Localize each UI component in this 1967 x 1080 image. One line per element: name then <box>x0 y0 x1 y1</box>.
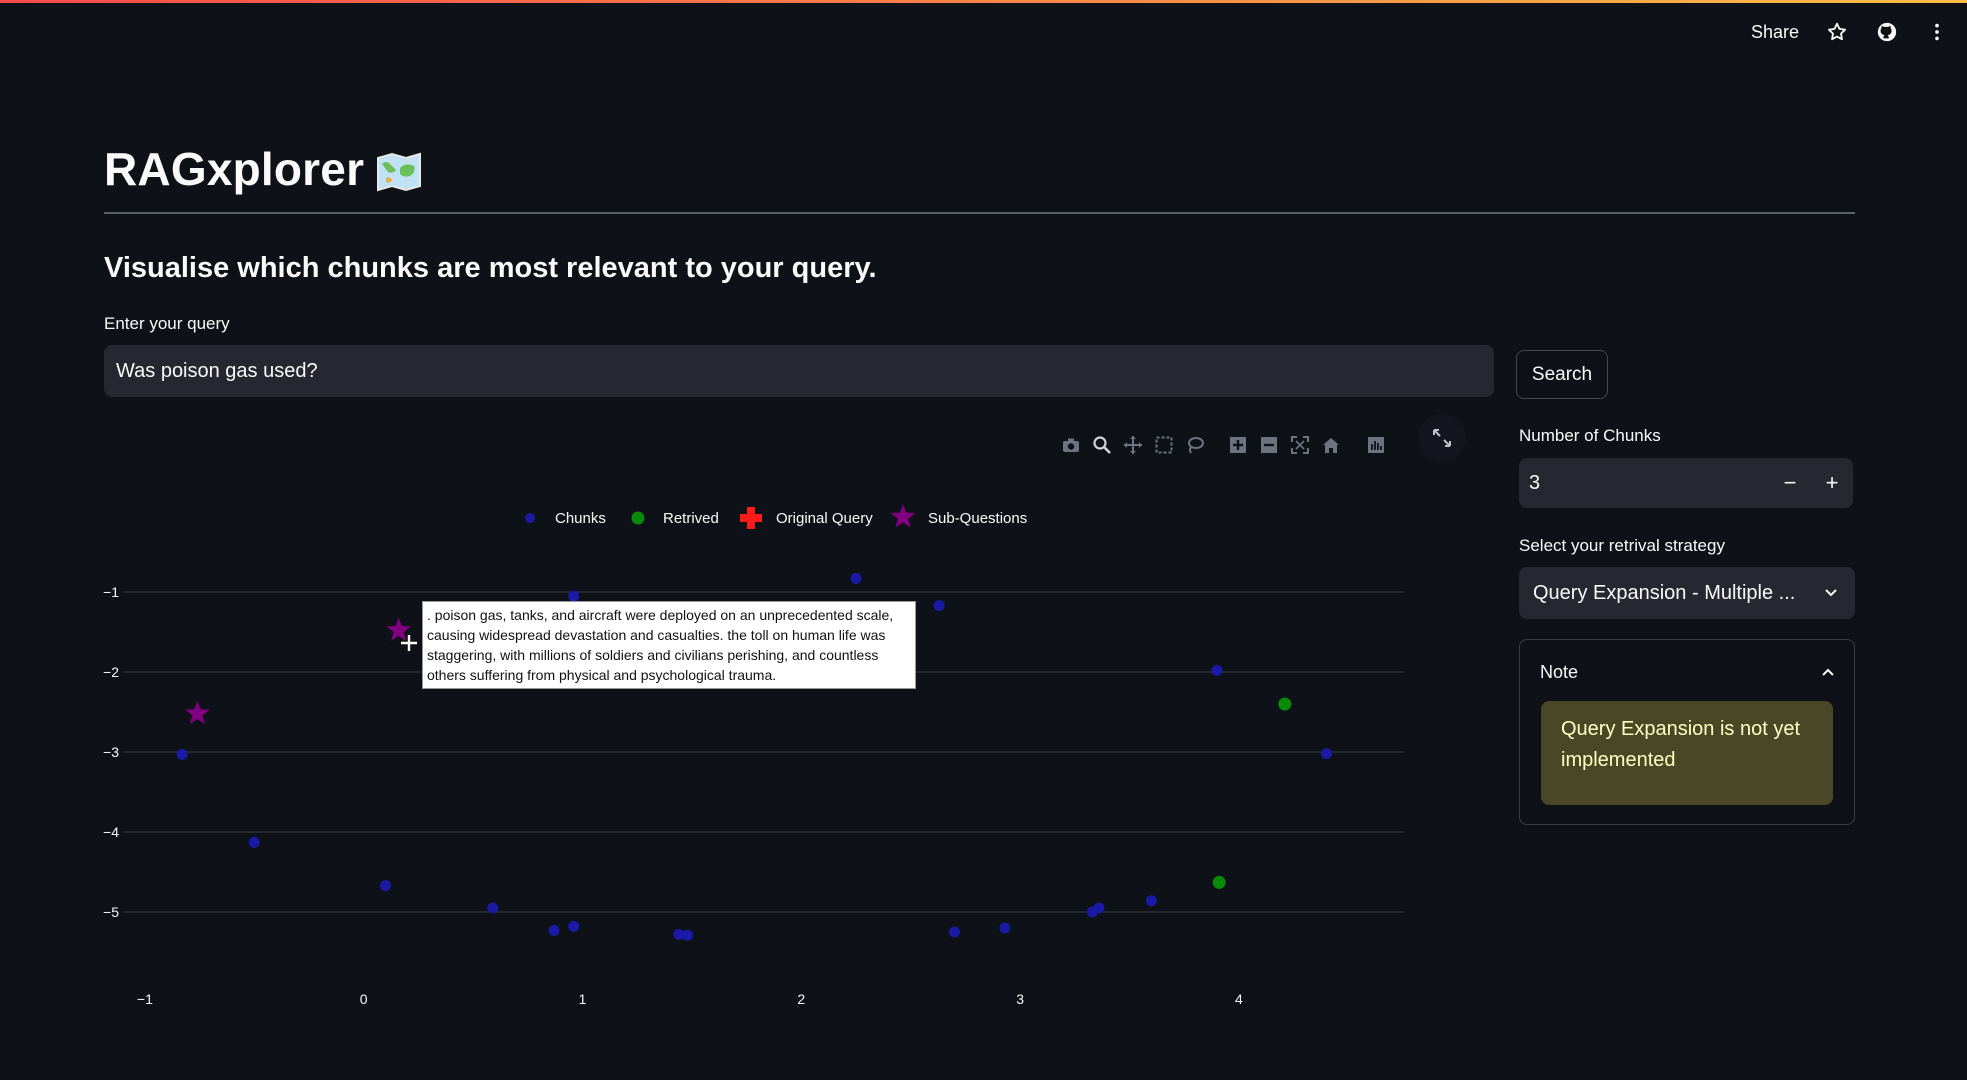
decrement-button[interactable]: − <box>1783 470 1797 495</box>
star-icon[interactable] <box>1825 20 1849 44</box>
world-map-icon <box>376 149 422 192</box>
scatter-plot-svg[interactable]: −1 −2 −3 −4 −5 −1 0 1 2 3 4 Chunks Retrived Original … <box>0 410 1480 1050</box>
scatter-point-retrived <box>1278 697 1292 711</box>
legend-label: Chunks <box>555 510 606 527</box>
scatter-point-chunks <box>548 924 560 936</box>
chevron-up-icon <box>1822 668 1834 676</box>
x-tick-label: 3 <box>1016 991 1024 1007</box>
number-of-chunks-label: Number of Chunks <box>1519 426 1661 445</box>
scatter-point-chunks <box>850 572 862 584</box>
scatter-point-chunks <box>673 928 685 940</box>
plot-modebar <box>1060 432 1387 458</box>
fullscreen-button[interactable] <box>1418 414 1466 462</box>
more-vert-icon[interactable] <box>1925 20 1949 44</box>
x-tick-label: 1 <box>579 991 587 1007</box>
note-title: Note <box>1540 662 1579 682</box>
hover-tooltip: . poison gas, tanks, and aircraft were d… <box>422 601 916 689</box>
camera-icon[interactable] <box>1060 434 1082 456</box>
zoom-icon[interactable] <box>1091 434 1113 456</box>
scatter-point-chunks <box>248 836 260 848</box>
scatter-point-chunks <box>933 600 945 612</box>
y-tick-label: −2 <box>103 664 119 680</box>
scatter-point-chunks <box>1211 664 1223 676</box>
note-expander: Note Query Expansion is not yet implemen… <box>1519 639 1855 825</box>
github-icon[interactable] <box>1875 20 1899 44</box>
number-of-chunks-value[interactable]: 3 <box>1529 471 1541 494</box>
chevron-down-icon <box>1825 589 1837 597</box>
title-divider <box>104 212 1855 214</box>
scatter-point-chunks <box>682 929 694 941</box>
plotly-logo-icon[interactable] <box>1365 434 1387 456</box>
search-button[interactable]: Search <box>1516 350 1608 399</box>
query-label: Enter your query <box>104 314 230 333</box>
retrieval-strategy-select[interactable]: Query Expansion - Multiple ... <box>1519 567 1855 619</box>
legend-label: Sub-Questions <box>928 510 1027 527</box>
y-tick-label: −3 <box>103 744 119 760</box>
app-loading-bar <box>0 0 1967 3</box>
query-input[interactable] <box>104 345 1494 397</box>
warning-alert: Query Expansion is not yet implemented <box>1541 701 1833 805</box>
page-subtitle: Visualise which chunks are most relevant… <box>104 252 877 284</box>
scatter-point-chunks <box>1093 902 1105 914</box>
scatter-point-chunks <box>380 880 392 892</box>
scatter-plot[interactable]: −1 −2 −3 −4 −5 −1 0 1 2 3 4 Chunks Retrived Original … <box>0 410 1480 1050</box>
note-expander-header[interactable]: Note <box>1540 662 1836 683</box>
legend-marker-sub-questions <box>890 504 916 528</box>
y-tick-label: −1 <box>103 584 119 600</box>
retrieval-strategy-label: Select your retrival strategy <box>1519 536 1725 555</box>
autoscale-icon[interactable] <box>1289 434 1311 456</box>
y-tick-label: −4 <box>103 824 119 840</box>
scatter-point-chunks <box>568 590 580 602</box>
app-toolbar: Share <box>1751 14 1949 50</box>
scatter-point-chunks <box>568 920 580 932</box>
box-select-icon[interactable] <box>1153 434 1175 456</box>
y-tick-label: −5 <box>103 904 119 920</box>
scatter-point-retrived <box>1212 875 1226 889</box>
x-tick-label: 4 <box>1235 991 1243 1007</box>
number-of-chunks-input[interactable]: 3 − + <box>1519 458 1853 508</box>
scatter-point-chunks <box>948 926 960 938</box>
lasso-select-icon[interactable] <box>1184 434 1206 456</box>
page-title-text: RAGxplorer <box>104 143 365 195</box>
legend-marker-original-query <box>740 507 762 529</box>
x-tick-label: 0 <box>360 991 368 1007</box>
scatter-point-chunks <box>999 922 1011 934</box>
zoom-out-icon[interactable] <box>1258 434 1280 456</box>
scatter-point-chunks <box>1145 895 1157 907</box>
fullscreen-icon <box>1433 429 1451 447</box>
scatter-point-sub-question <box>386 617 412 641</box>
scatter-point-chunks <box>176 748 188 760</box>
scatter-point-chunks <box>487 902 499 914</box>
scatter-point-sub-question <box>185 700 210 725</box>
increment-button[interactable]: + <box>1825 470 1839 495</box>
scatter-point-chunks <box>1320 748 1332 760</box>
page-title: RAGxplorer <box>104 142 422 196</box>
legend-label: Original Query <box>776 510 873 527</box>
crosshair-cursor-icon <box>400 634 418 652</box>
legend-label: Retrived <box>663 510 719 527</box>
legend-marker-chunks <box>525 513 535 523</box>
share-button[interactable]: Share <box>1750 21 1799 42</box>
x-tick-label: −1 <box>137 991 153 1007</box>
retrieval-strategy-value: Query Expansion - Multiple ... <box>1533 581 1796 604</box>
pan-icon[interactable] <box>1122 434 1144 456</box>
x-tick-label: 2 <box>797 991 805 1007</box>
legend-marker-retrived <box>631 511 645 525</box>
reset-axes-icon[interactable] <box>1320 434 1342 456</box>
zoom-in-icon[interactable] <box>1227 434 1249 456</box>
